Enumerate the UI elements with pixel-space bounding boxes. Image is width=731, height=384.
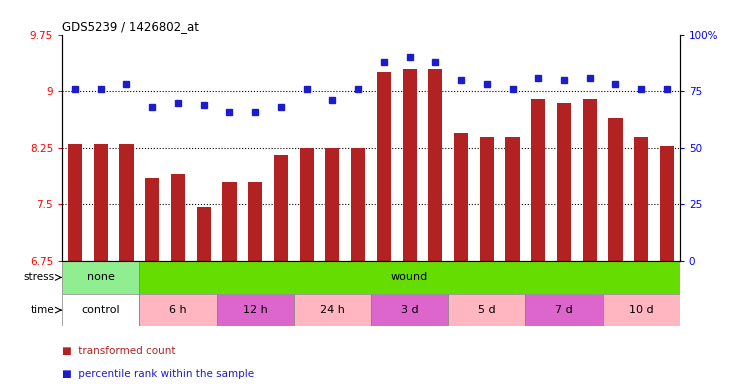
Bar <box>531 99 545 261</box>
Bar <box>351 148 366 261</box>
Text: GDS5239 / 1426802_at: GDS5239 / 1426802_at <box>62 20 199 33</box>
Bar <box>222 182 237 261</box>
Bar <box>526 294 602 326</box>
Bar <box>557 103 571 261</box>
Bar <box>376 72 391 261</box>
Bar <box>62 261 140 294</box>
Bar <box>608 118 623 261</box>
Bar <box>274 156 288 261</box>
Bar <box>171 174 185 261</box>
Bar <box>480 137 494 261</box>
Bar <box>216 294 294 326</box>
Text: 3 d: 3 d <box>401 305 418 315</box>
Text: time: time <box>31 305 55 315</box>
Bar <box>140 261 680 294</box>
Bar <box>583 99 596 261</box>
Text: 10 d: 10 d <box>629 305 654 315</box>
Bar <box>248 182 262 261</box>
Bar <box>68 144 82 261</box>
Text: 5 d: 5 d <box>478 305 496 315</box>
Text: control: control <box>81 305 120 315</box>
Bar <box>300 148 314 261</box>
Bar <box>505 137 520 261</box>
Text: ■  percentile rank within the sample: ■ percentile rank within the sample <box>62 369 254 379</box>
Bar <box>119 144 134 261</box>
Bar <box>371 294 448 326</box>
Text: none: none <box>87 272 115 283</box>
Bar <box>448 294 526 326</box>
Bar <box>660 146 674 261</box>
Bar <box>197 207 211 261</box>
Text: wound: wound <box>391 272 428 283</box>
Text: 24 h: 24 h <box>320 305 345 315</box>
Bar <box>635 137 648 261</box>
Text: 6 h: 6 h <box>169 305 186 315</box>
Bar <box>428 68 442 261</box>
Bar <box>145 178 159 261</box>
Text: ■  transformed count: ■ transformed count <box>62 346 175 356</box>
Bar <box>94 144 107 261</box>
Bar <box>403 68 417 261</box>
Bar <box>325 148 339 261</box>
Text: 12 h: 12 h <box>243 305 268 315</box>
Bar <box>454 133 468 261</box>
Text: stress: stress <box>23 272 55 283</box>
Text: 7 d: 7 d <box>555 305 573 315</box>
Bar <box>140 294 216 326</box>
Bar <box>294 294 371 326</box>
Bar <box>62 294 140 326</box>
Bar <box>602 294 680 326</box>
